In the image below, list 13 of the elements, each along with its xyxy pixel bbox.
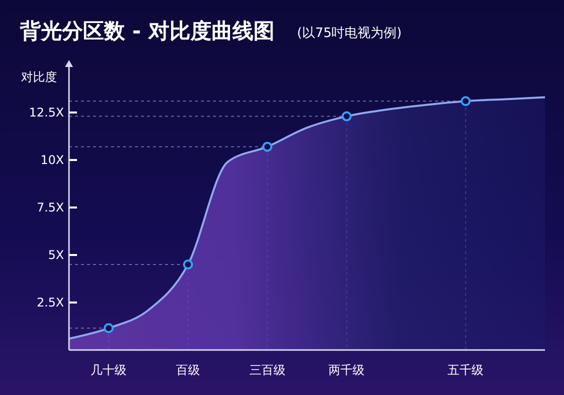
x-tick-label: 几十级 <box>90 363 127 377</box>
y-tick-label: 12.5X <box>29 106 64 120</box>
y-tick-label: 10X <box>40 153 64 168</box>
y-tick-label: 2.5X <box>36 296 64 310</box>
x-tick-label: 百级 <box>176 363 200 377</box>
y-tick-label: 5X <box>48 248 64 262</box>
x-tick-label: 两千级 <box>328 363 365 377</box>
y-tick-label: 7.5X <box>36 200 64 215</box>
x-tick-label: 五千级 <box>448 363 484 377</box>
y-axis-title: 对比度 <box>21 70 57 84</box>
chart-title: 背光分区数 - 对比度曲线图 <box>19 19 274 43</box>
x-tick-label: 三百级 <box>249 363 286 377</box>
chart-subtitle: (以75吋电视为例) <box>297 26 402 41</box>
